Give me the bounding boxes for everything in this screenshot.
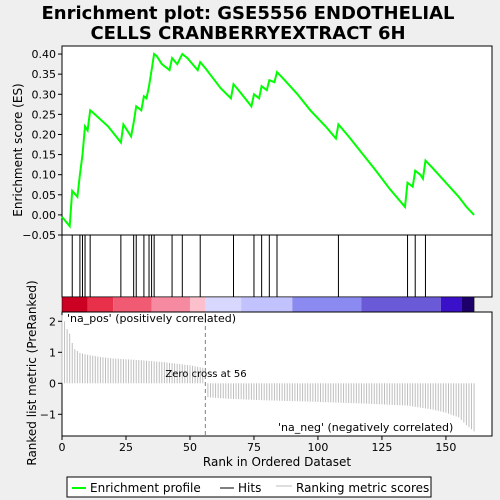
es-panel (61, 45, 493, 236)
legend-metric-label: Ranking metric scores (296, 481, 429, 495)
negative-correlation-label: 'na_neg' (negatively correlated) (278, 421, 453, 434)
metric-y-tick-label: 1 (49, 346, 56, 359)
es-y-tick-label: 0.25 (32, 108, 57, 121)
heat-segment (151, 297, 190, 312)
heat-segment (87, 297, 114, 312)
x-tick-label: 150 (435, 441, 456, 454)
heat-segment (62, 297, 88, 312)
heat-segment (292, 297, 362, 312)
metric-panel (61, 311, 493, 437)
x-tick-label: 100 (307, 441, 328, 454)
metric-y-tick-label: 2 (49, 315, 56, 328)
heat-segment (205, 297, 242, 312)
legend-es-label: Enrichment profile (90, 481, 201, 495)
legend-hits-label: Hits (238, 481, 261, 495)
es-y-tick-label: 0.10 (32, 169, 57, 182)
es-y-tick-label: 0.30 (32, 88, 57, 101)
heat-segment (361, 297, 441, 312)
enrichment-profile-line (61, 52, 475, 229)
es-y-tick-label: 0.00 (32, 209, 57, 222)
metric-y-tick-label: −1 (40, 408, 56, 421)
es-y-tick-label: 0.40 (32, 48, 57, 61)
x-tick-label: 50 (183, 441, 197, 454)
es-y-tick-label: 0.15 (32, 149, 57, 162)
legend-box (66, 476, 432, 498)
es-y-tick-label: −0.05 (22, 229, 56, 242)
heat-segment (241, 297, 293, 312)
x-tick-label: 25 (119, 441, 133, 454)
es-y-axis-label: Enrichment score (ES) (11, 83, 25, 216)
chart-title-line1: Enrichment plot: GSE5556 ENDOTHELIAL (42, 3, 455, 24)
positive-correlation-label: 'na_pos' (positively correlated) (67, 312, 236, 325)
metric-y-axis-label: Ranked list metric (PreRanked) (25, 280, 39, 465)
legend: Enrichment profile Hits Ranking metric s… (66, 476, 432, 498)
es-y-tick-label: 0.20 (32, 128, 57, 141)
metric-y-tick-label: 0 (49, 377, 56, 390)
chart-title-line2: CELLS CRANBERRYEXTRACT 6H (90, 23, 405, 44)
x-tick-label: 75 (247, 441, 261, 454)
ranking-heat-bar (61, 296, 475, 313)
x-axis-label: Rank in Ordered Dataset (203, 455, 351, 469)
x-tick-label: 125 (371, 441, 392, 454)
es-y-tick-label: 0.05 (32, 189, 57, 202)
es-y-tick-label: 0.35 (32, 68, 57, 81)
heat-segment (440, 297, 462, 312)
heat-segment (461, 297, 475, 312)
zero-cross-label: Zero cross at 56 (165, 369, 246, 380)
x-tick-label: 0 (59, 441, 66, 454)
heat-segment (189, 297, 206, 312)
heat-segment (113, 297, 152, 312)
